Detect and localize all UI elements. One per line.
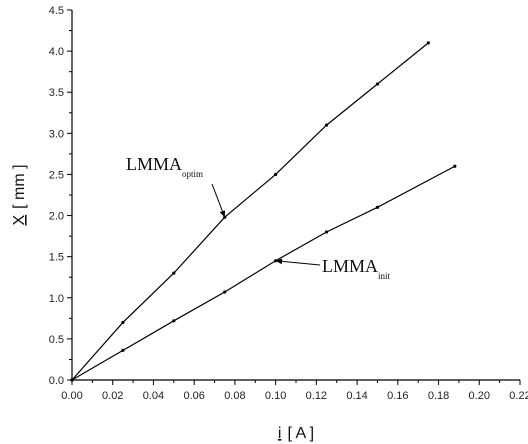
series-point-lmma-init	[121, 348, 125, 352]
y-axis-title-main: X	[11, 215, 28, 226]
series-point-lmma-init	[324, 230, 329, 234]
x-tick-label: 0.22	[509, 390, 528, 402]
y-tick-label: 0.0	[49, 375, 64, 387]
series-point-lmma-init	[172, 319, 176, 323]
annotation-lmma-init-arrow-head	[275, 258, 283, 265]
y-axis-title: X [ mm ]	[11, 164, 28, 225]
x-tick-label: 0.08	[224, 390, 245, 402]
series-point-lmma-optim	[172, 271, 176, 275]
series-point-lmma-optim	[121, 320, 125, 325]
series-line-lmma-init	[71, 165, 456, 381]
series-point-lmma-optim	[274, 172, 278, 177]
x-tick-label: 0.14	[346, 390, 367, 402]
x-tick-label: 0.00	[61, 390, 82, 402]
y-tick-label: 4.5	[49, 5, 64, 17]
x-tick-label: 0.16	[387, 390, 408, 402]
series-point-lmma-optim	[426, 41, 430, 45]
series-point-lmma-optim	[324, 123, 329, 127]
annotation-lmma-optim-main: LMMA	[126, 154, 182, 174]
x-axis-title-main: i	[278, 425, 282, 442]
x-axis-title-unit: [ A ]	[287, 425, 314, 442]
series-point-lmma-init	[453, 164, 457, 168]
y-tick-label: 3.5	[49, 87, 64, 99]
series-point-lmma-optim	[375, 82, 380, 86]
x-tick-label: 0.04	[143, 390, 164, 402]
y-tick-label: 1.5	[49, 252, 64, 264]
y-tick-label: 0.5	[49, 334, 64, 346]
y-tick-label: 3.0	[49, 128, 64, 140]
annotation-lmma-optim-arrow-head	[219, 210, 226, 218]
annotation-lmma-optim: LMMAoptim	[126, 154, 203, 179]
annotation-lmma-init-arrow-line	[275, 260, 321, 266]
annotation-lmma-optim-subscript: optim	[182, 169, 203, 179]
y-axis-title-unit: [ mm ]	[11, 164, 28, 208]
y-ticks: 0.0 0.5 1.0 1.5 2.0 2.5 3.0 3.5 4.0 4.5	[49, 5, 72, 387]
y-tick-label: 1.0	[49, 293, 64, 305]
series-point-lmma-init	[375, 205, 380, 209]
series-line-lmma-optim	[71, 42, 429, 381]
annotation-lmma-init: LMMAinit	[322, 256, 391, 281]
annotation-lmma-init-main: LMMA	[322, 256, 378, 276]
x-tick-label: 0.20	[469, 390, 490, 402]
series-group	[70, 41, 457, 382]
x-tick-label: 0.06	[183, 390, 204, 402]
x-tick-label: 0.18	[428, 390, 449, 402]
x-axis-title: i [ A ]	[278, 425, 314, 442]
plot-area: 0.00 0.02 0.04 0.06 0.08 0.10 0.12 0.14 0.16 0.18…	[49, 5, 528, 402]
y-tick-label: 4.0	[49, 46, 64, 58]
y-tick-label: 2.0	[49, 211, 64, 223]
x-tick-label: 0.02	[102, 390, 123, 402]
y-tick-label: 2.5	[49, 169, 64, 181]
x-tick-label: 0.12	[306, 390, 327, 402]
series-point-lmma-init	[70, 378, 74, 382]
x-tick-label: 0.10	[265, 390, 286, 402]
x-ticks: 0.00 0.02 0.04 0.06 0.08 0.10 0.12 0.14 0.16 0.18…	[61, 380, 528, 402]
series-point-lmma-init	[223, 290, 227, 294]
annotation-lmma-init-subscript: init	[378, 271, 391, 281]
